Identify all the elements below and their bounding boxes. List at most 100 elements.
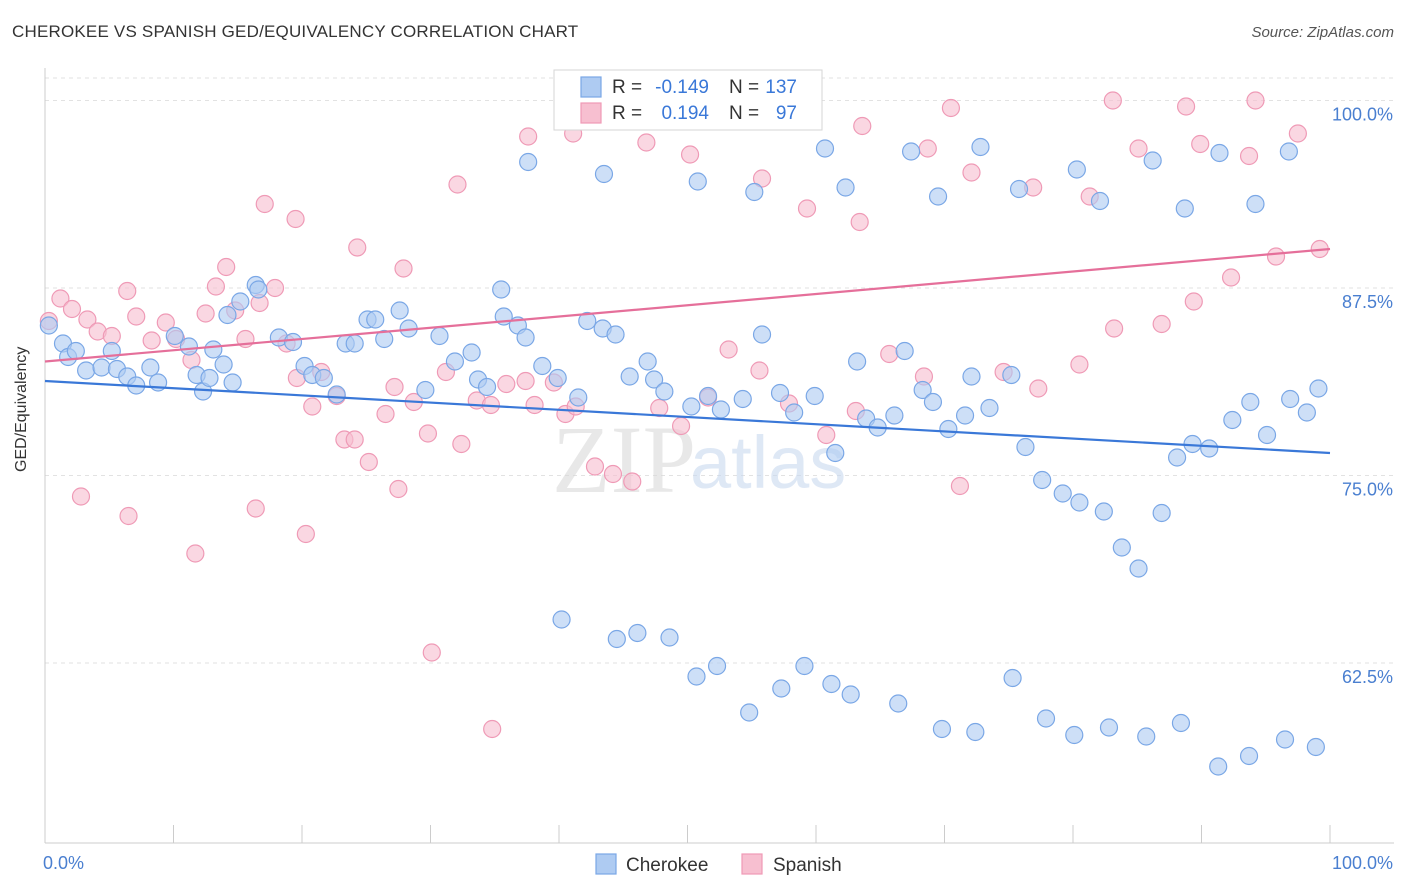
spanish-point <box>119 506 138 526</box>
cherokee-point <box>1016 437 1035 457</box>
cherokee-point <box>923 392 943 412</box>
cherokee-point <box>430 326 449 346</box>
spanish-point <box>1288 124 1307 143</box>
cherokee-point <box>607 629 626 649</box>
cherokee-point <box>141 358 160 377</box>
spanish-point <box>603 464 623 484</box>
cherokee-point <box>826 443 845 463</box>
cherokee-point <box>516 328 535 347</box>
spanish-point <box>422 643 441 662</box>
spanish-point <box>217 257 236 277</box>
cherokee-point <box>895 341 914 361</box>
cherokee-point <box>1175 199 1194 218</box>
cherokee-point <box>955 406 975 425</box>
cherokee-point <box>345 334 364 353</box>
cherokee-point <box>707 656 727 676</box>
cherokee-point <box>889 694 908 713</box>
x-tick-label-max: 100.0% <box>1332 853 1393 873</box>
cherokee-point <box>1275 730 1295 749</box>
spanish-point <box>918 139 937 158</box>
cherokee-point <box>1143 151 1162 170</box>
y-tick-label: 62.5% <box>1342 667 1393 687</box>
spanish-point <box>650 398 669 418</box>
cherokee-point <box>980 398 999 418</box>
cherokee-point <box>1152 503 1171 523</box>
spanish-point <box>1129 139 1148 158</box>
spanish-point <box>671 416 691 436</box>
spanish-point <box>1246 91 1265 110</box>
cherokee-point <box>314 368 333 388</box>
legend-spanish-label: Spanish <box>773 855 842 876</box>
cherokee-point <box>77 361 96 380</box>
cherokee-point <box>682 397 701 416</box>
legend-spanish-swatch <box>741 853 763 875</box>
cherokee-point <box>375 329 394 349</box>
legend: Cherokee Spanish <box>595 853 842 876</box>
cherokee-point <box>770 383 790 403</box>
spanish-point <box>519 127 538 146</box>
cherokee-point <box>638 352 657 371</box>
cherokee-point <box>578 311 597 331</box>
cherokee-point <box>1137 727 1156 746</box>
cherokee-point <box>204 340 223 359</box>
cherokee-point <box>1002 365 1021 385</box>
spanish-stats-swatch <box>580 102 602 124</box>
legend-cherokee-swatch <box>595 853 617 875</box>
cherokee-point <box>594 164 614 184</box>
spanish-point <box>853 116 872 136</box>
spanish-point <box>719 340 738 359</box>
cherokee-point <box>533 356 552 376</box>
cherokee-point <box>366 310 385 329</box>
cherokee-point <box>785 403 804 422</box>
cherokee-point <box>477 377 497 397</box>
spanish-point <box>62 299 82 319</box>
cherokee-point <box>548 368 567 388</box>
spanish-point <box>516 371 535 391</box>
cherokee-point <box>795 656 814 676</box>
cherokee-points <box>39 137 1328 776</box>
cherokee-point <box>552 610 571 629</box>
cherokee-point <box>848 352 867 371</box>
spanish-point <box>483 719 502 739</box>
cherokee-point <box>1167 448 1187 467</box>
stats-box: R = -0.149 N = 137 R = 0.194 N = 97 <box>553 69 823 131</box>
cherokee-point <box>66 341 85 361</box>
cherokee-point <box>1112 538 1131 557</box>
cherokee-point <box>606 325 625 344</box>
spanish-point <box>623 472 642 491</box>
cherokee-point <box>928 187 948 206</box>
cherokee-point <box>1009 179 1029 199</box>
cherokee-point <box>1306 737 1325 757</box>
spanish-point <box>348 238 367 257</box>
legend-cherokee-label: Cherokee <box>626 855 708 876</box>
spanish-point <box>1221 268 1241 287</box>
cherokee-point <box>628 623 647 643</box>
cherokee-point <box>200 368 219 388</box>
spanish-point <box>448 175 467 194</box>
spanish-point <box>78 310 97 329</box>
cherokee-point <box>836 178 855 197</box>
spanish-r-value: 0.194 <box>661 103 709 124</box>
spanish-point <box>345 430 364 449</box>
cherokee-point <box>39 316 58 335</box>
spanish-point <box>1029 379 1048 398</box>
spanish-point <box>51 289 70 308</box>
cherokee-point <box>752 325 772 344</box>
cherokee-point <box>1281 389 1300 409</box>
spanish-point <box>1266 247 1286 266</box>
spanish-point <box>389 479 408 499</box>
cherokee-point <box>815 139 835 158</box>
cherokee-point <box>711 400 731 419</box>
cherokee-point <box>822 674 841 694</box>
spanish-point <box>418 424 438 443</box>
spanish-point <box>142 331 161 350</box>
cherokee-point <box>1067 160 1086 179</box>
cherokee-point <box>92 358 111 377</box>
watermark-zip: ZIP <box>552 406 696 513</box>
cherokee-point <box>1210 143 1229 163</box>
spanish-trend-line <box>44 247 1331 363</box>
y-tick-label: 75.0% <box>1342 480 1393 500</box>
cherokee-point <box>841 685 860 704</box>
cherokee-point <box>1297 403 1316 422</box>
